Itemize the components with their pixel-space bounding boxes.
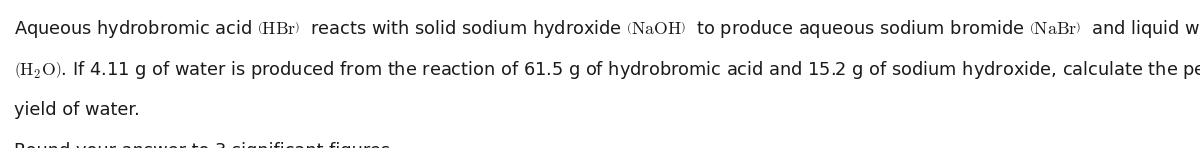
Text: $\left(\mathrm{H_2O}\right)$. If 4.11 g of water is produced from the reaction o: $\left(\mathrm{H_2O}\right)$. If 4.11 g … xyxy=(14,59,1200,81)
Text: Aqueous hydrobromic acid $\left(\mathrm{HBr}\right)$  reacts with solid sodium h: Aqueous hydrobromic acid $\left(\mathrm{… xyxy=(14,18,1200,40)
Text: yield of water.: yield of water. xyxy=(14,101,140,119)
Text: Round your answer to 3 significant figures.: Round your answer to 3 significant figur… xyxy=(14,142,396,148)
